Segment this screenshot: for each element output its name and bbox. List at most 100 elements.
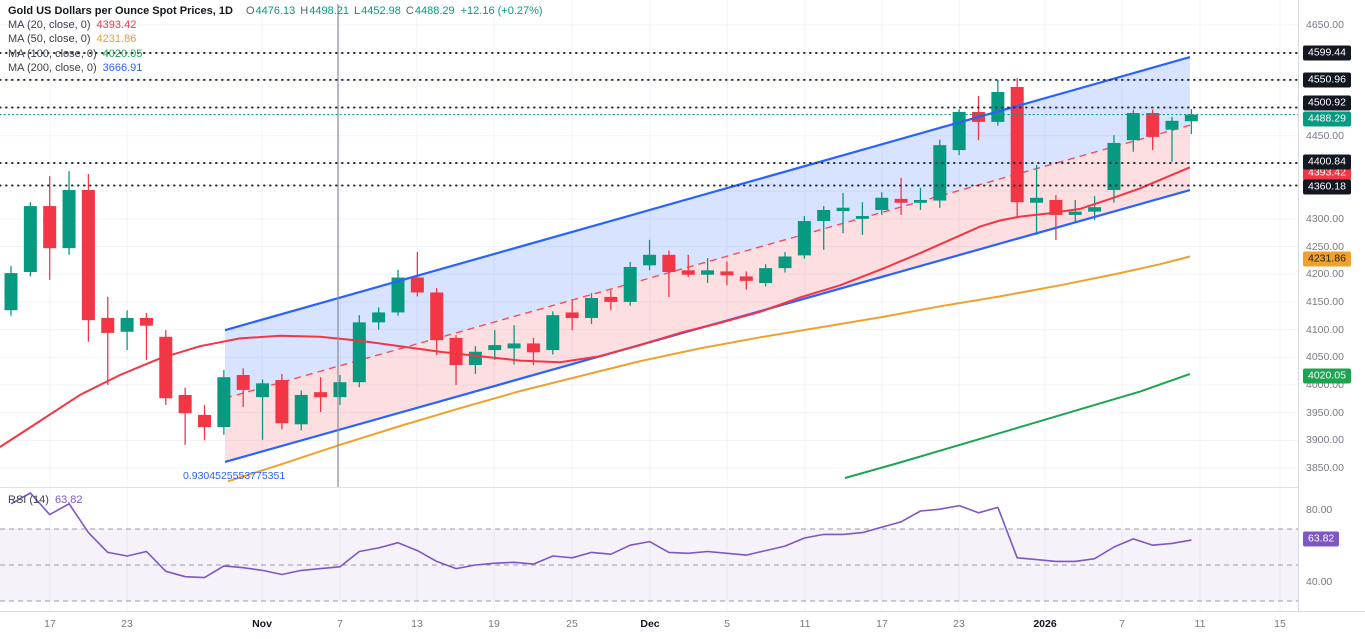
candle-body <box>739 276 753 281</box>
rsi-chart-canvas[interactable] <box>0 488 1298 611</box>
price-axis-label: 4100.00 <box>1306 323 1344 336</box>
candle-body <box>507 343 521 349</box>
channel-upper-fill <box>225 57 1190 399</box>
ma-100-line <box>844 372 1191 479</box>
candle-body <box>1010 87 1024 203</box>
candle-body <box>933 145 947 201</box>
candle-body <box>81 190 95 321</box>
price-axis-badge: 4360.18 <box>1303 179 1351 195</box>
time-axis-label: 5 <box>724 618 730 630</box>
ma200-value: 3666.91 <box>102 61 143 74</box>
candle-body <box>643 254 657 266</box>
price-axis-badge: 4020.05 <box>1303 368 1351 384</box>
high-label: H <box>300 5 309 18</box>
candle-body <box>391 277 405 313</box>
ma-20-line <box>0 166 1191 448</box>
candle-body <box>120 317 134 332</box>
ma200-legend-row[interactable]: MA (200, close, 0) 3666.91 <box>8 61 543 75</box>
candle-body <box>43 206 57 249</box>
candle-body <box>372 312 386 323</box>
candle-body <box>662 254 676 272</box>
ma100-legend-row[interactable]: MA (100, close, 0) 4020.05 <box>8 47 543 61</box>
time-axis-label: 19 <box>488 618 500 630</box>
candle-body <box>314 392 328 398</box>
rsi-axis-badge: 63.82 <box>1303 531 1340 547</box>
candle-body <box>178 394 192 414</box>
time-axis-label: 7 <box>337 618 343 630</box>
time-axis-label: 17 <box>876 618 888 630</box>
candle-body <box>101 317 115 333</box>
rsi-label: RSI (14) <box>8 494 49 507</box>
ma50-legend-row[interactable]: MA (50, close, 0) 4231.86 <box>8 32 543 46</box>
open-value: 4476.13 <box>255 5 296 18</box>
price-chart-canvas[interactable] <box>0 0 1298 487</box>
candle-body <box>681 270 695 275</box>
close-value: 4488.29 <box>414 5 455 18</box>
ma100-label: MA (100, close, 0) <box>8 47 97 60</box>
symbol-legend-row[interactable]: Gold US Dollars per Ounce Spot Prices, 1… <box>8 4 543 18</box>
price-axis-label: 4050.00 <box>1306 351 1344 364</box>
candle-body <box>623 267 637 302</box>
price-axis-label: 3850.00 <box>1306 462 1344 475</box>
candle-body <box>1165 120 1179 130</box>
time-axis-label: 11 <box>799 618 811 630</box>
low-label: L <box>354 5 361 18</box>
high-value: 4498.21 <box>309 5 349 18</box>
candle-body <box>139 317 153 326</box>
price-axis-label: 4150.00 <box>1306 295 1344 308</box>
rsi-axis-label: 80.00 <box>1306 504 1333 516</box>
time-axis-label: 2026 <box>1033 618 1057 630</box>
candle-body <box>778 256 792 269</box>
candle-body <box>604 296 618 302</box>
rsi-axis-label: 40.00 <box>1306 576 1333 588</box>
price-axis-label: 4450.00 <box>1306 129 1344 142</box>
candle-body <box>1107 142 1121 191</box>
change-value: +12.16 (+0.27%) <box>460 5 543 18</box>
open-label: O <box>245 5 255 18</box>
candle-body <box>1184 114 1198 122</box>
rsi-pane: RSI (14) 63.82 <box>0 487 1298 612</box>
candle-body <box>468 351 482 366</box>
candle-body <box>701 270 715 275</box>
rsi-line <box>10 492 1192 579</box>
ma20-legend-row[interactable]: MA (20, close, 0) 4393.42 <box>8 18 543 32</box>
rsi-legend-row[interactable]: RSI (14) 63.82 <box>8 493 83 507</box>
ma50-label: MA (50, close, 0) <box>8 33 91 46</box>
candle-body <box>4 273 18 311</box>
time-axis-label: 17 <box>44 618 56 630</box>
candle-body <box>430 292 444 341</box>
candle-body <box>1126 113 1140 141</box>
time-axis-label: 15 <box>1274 618 1286 630</box>
candle-body <box>817 209 831 222</box>
low-value: 4452.98 <box>361 5 401 18</box>
close-label: C <box>405 5 414 18</box>
candle-body <box>449 337 463 366</box>
price-axis-badge: 4599.44 <box>1303 45 1351 61</box>
candle-body <box>546 315 560 351</box>
price-axis[interactable]: 4650.00 4450.00 4300.00 4250.00 4200.00 4150.… <box>1298 0 1365 611</box>
candle-body <box>585 298 598 318</box>
time-axis[interactable]: 17 23 Nov 7 13 19 25 Dec 5 11 17 23 2026 7 11 15 <box>0 611 1365 639</box>
price-axis-badge: 4400.84 <box>1303 154 1351 170</box>
ma20-label: MA (20, close, 0) <box>8 19 91 32</box>
price-legend: Gold US Dollars per Ounce Spot Prices, 1… <box>8 4 543 75</box>
candle-body <box>1146 113 1160 137</box>
price-axis-badge: 4231.86 <box>1303 251 1351 267</box>
candle-body <box>1088 207 1102 212</box>
price-pane: Gold US Dollars per Ounce Spot Prices, 1… <box>0 0 1298 487</box>
price-axis-label: 4200.00 <box>1306 268 1344 281</box>
rsi-legend: RSI (14) 63.82 <box>8 493 83 507</box>
candle-body <box>23 206 37 272</box>
channel-upper-line <box>224 56 1191 332</box>
candle-body <box>217 377 231 428</box>
candle-body <box>875 197 889 210</box>
ma50-value: 4231.86 <box>96 33 137 46</box>
candle-body <box>198 414 211 428</box>
candle-body <box>526 343 540 353</box>
candle-body <box>488 345 502 351</box>
channel-lower-fill <box>225 125 1190 462</box>
candle-body <box>352 322 366 383</box>
price-axis-label: 3950.00 <box>1306 406 1344 419</box>
time-axis-label: 23 <box>121 618 133 630</box>
